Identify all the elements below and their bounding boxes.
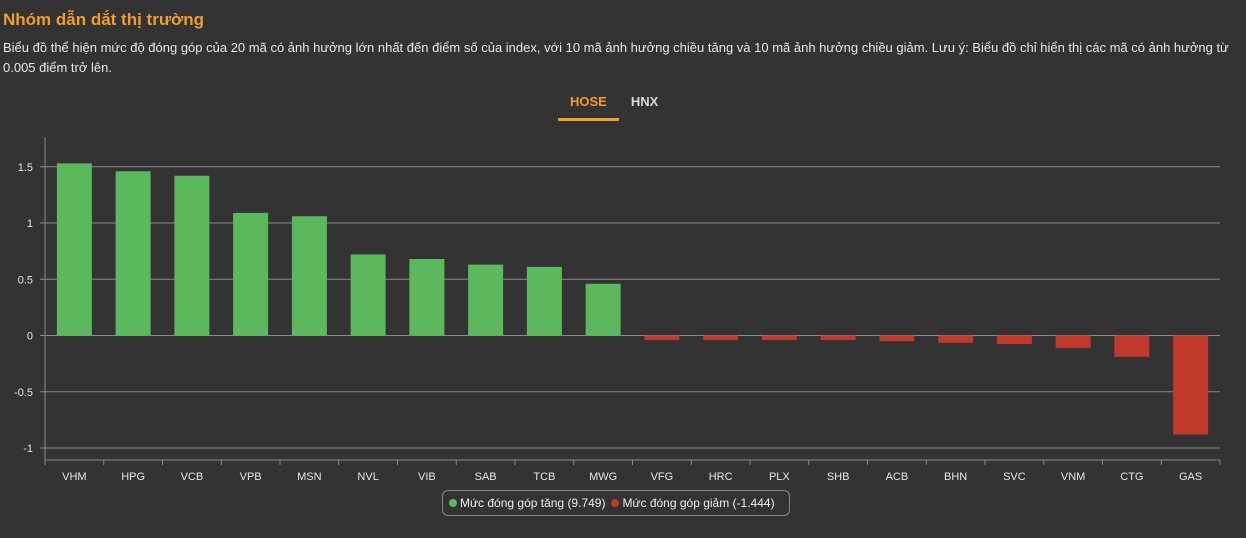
bar-acb — [879, 335, 915, 342]
x-tick-label: SAB — [475, 471, 497, 483]
x-tick-label: GAS — [1179, 471, 1202, 483]
x-tick-label: HRC — [709, 471, 733, 483]
bar-vib — [409, 259, 445, 336]
x-tick-label: PLX — [769, 471, 790, 483]
red-dot-icon — [611, 499, 620, 507]
bar-hrc — [703, 335, 739, 340]
bar-hpg — [115, 171, 151, 336]
x-tick-label: VNM — [1061, 471, 1085, 483]
green-dot-icon — [449, 499, 457, 507]
legend-item-negative[interactable]: Mức đóng góp giảm (-1.444) — [611, 496, 775, 510]
bar-nvl — [350, 254, 386, 336]
y-tick-label: 0.5 — [18, 274, 33, 286]
x-tick-label: NVL — [357, 471, 378, 483]
bar-ctg — [1114, 335, 1150, 357]
legend-item-positive[interactable]: Mức đóng góp tăng (9.749) — [449, 496, 605, 510]
bar-sab — [468, 264, 504, 336]
x-tick-label: SVC — [1003, 471, 1026, 483]
bar-tcb — [526, 266, 562, 336]
contribution-bar-chart: -1 -0.5 0 0.5 1 1.5 VHM HPG VCB VPB MSN NVL VIB SAB TC… — [14, 137, 1221, 483]
y-tick-label: 1.5 — [18, 162, 33, 174]
bar-vcb — [174, 175, 210, 336]
bar-vfg — [644, 335, 680, 340]
bar-msn — [291, 216, 327, 336]
legend-label-negative: Mức đóng góp giảm (-1.444) — [622, 496, 775, 510]
x-tick-label: MSN — [297, 471, 322, 483]
exchange-tabs: HOSE HNX — [558, 92, 670, 121]
x-tick-label: CTG — [1120, 471, 1143, 483]
y-tick-label: 1 — [27, 218, 33, 230]
x-tick-label: BHN — [944, 471, 967, 483]
chart-legend: Mức đóng góp tăng (9.749) Mức đóng góp g… — [442, 490, 790, 516]
bar-svc — [996, 335, 1032, 344]
bar-bhn — [938, 335, 974, 343]
bar-vnm — [1055, 335, 1091, 348]
section-title: Nhóm dẫn dắt thị trường — [3, 10, 204, 29]
tab-hnx[interactable]: HNX — [630, 94, 659, 109]
bar-plx — [761, 335, 797, 340]
bar-shb — [820, 335, 856, 340]
x-tick-label: VPB — [240, 471, 262, 483]
x-tick-label: TCB — [533, 471, 555, 483]
x-tick-label: VCB — [181, 471, 204, 483]
bar-vpb — [233, 212, 269, 336]
x-tick-label: ACB — [886, 471, 909, 483]
y-tick-label: -1 — [23, 443, 33, 455]
x-tick-label: VFG — [651, 471, 674, 483]
bar-vhm — [56, 163, 92, 336]
y-tick-label: -0.5 — [14, 387, 33, 399]
legend-label-positive: Mức đóng góp tăng (9.749) — [460, 496, 606, 510]
x-tick-label: VHM — [62, 471, 86, 483]
bar-gas — [1173, 335, 1209, 435]
y-tick-label: 0 — [27, 331, 33, 343]
x-tick-label: HPG — [121, 471, 145, 483]
x-tick-label: SHB — [827, 471, 850, 483]
x-tick-label: MWG — [589, 471, 617, 483]
section-description: Biểu đồ thể hiện mức độ đóng góp của 20 … — [3, 40, 1229, 75]
bar-mwg — [585, 283, 621, 336]
tab-hose[interactable]: HOSE — [558, 92, 619, 121]
x-tick-label: VIB — [418, 471, 436, 483]
